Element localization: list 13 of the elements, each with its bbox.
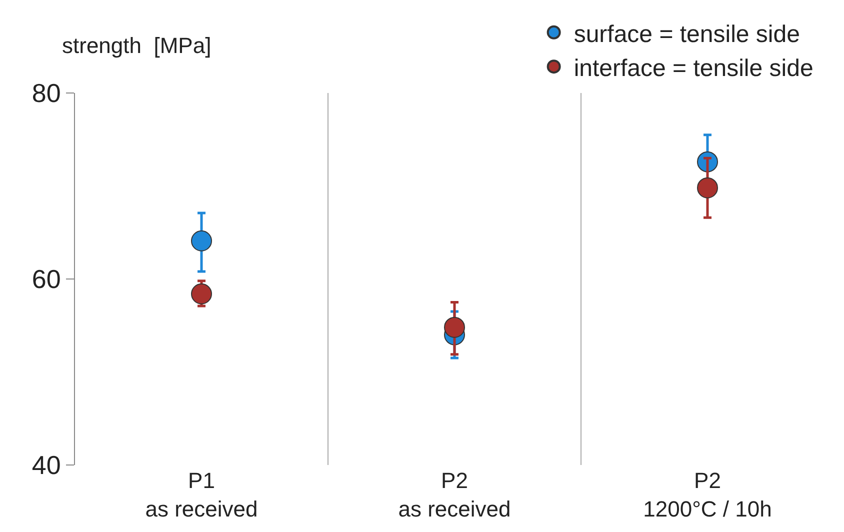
x-tick-label: P2 as received	[398, 468, 511, 522]
legend-label: surface = tensile side	[574, 20, 800, 48]
point	[191, 283, 212, 304]
point	[191, 230, 212, 252]
x-tick-label: P1 as received	[145, 468, 258, 522]
legend-label: interface = tensile side	[574, 54, 814, 82]
point	[697, 177, 718, 198]
y-tick-label: 60	[32, 264, 61, 294]
y-tick-label: 40	[32, 450, 61, 480]
y-tick-label: 80	[32, 78, 61, 108]
y-axis-title: strength [MPa]	[62, 33, 212, 58]
point	[444, 316, 465, 338]
x-tick-label: P2 1200°C / 10h	[643, 468, 772, 522]
